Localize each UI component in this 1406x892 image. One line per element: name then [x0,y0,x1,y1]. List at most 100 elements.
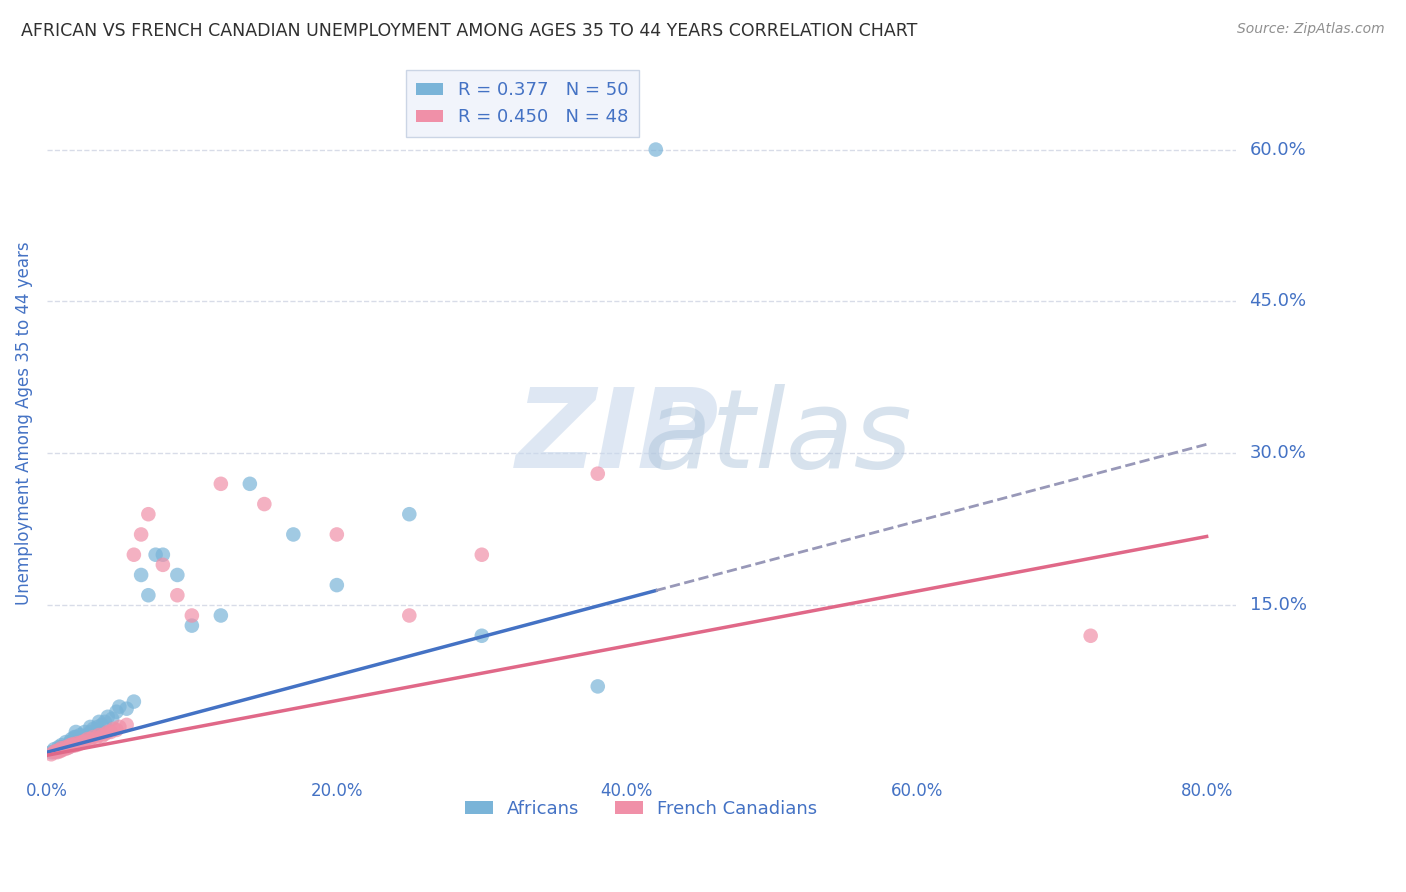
Point [55,740,77,755]
Point [152,558,174,572]
Point [65,735,87,749]
Point [209,608,232,623]
Point [59,735,82,749]
Point [209,476,232,491]
Point [79,720,101,734]
Text: ZIP: ZIP [516,384,720,491]
Point [108,720,131,734]
Point [48,740,70,755]
Point [82,730,104,744]
Point [129,527,152,541]
Point [79,725,101,739]
Point [101,712,124,726]
Text: atlas: atlas [644,384,912,491]
Point [76,732,98,747]
Point [51,742,73,756]
Point [471,548,494,562]
Point [46,744,69,758]
Point [283,527,305,541]
Point [115,701,138,715]
Point [62,737,84,751]
Point [129,568,152,582]
Point [58,740,80,755]
Point [100,725,122,739]
Point [471,629,494,643]
Text: 15.0%: 15.0% [1250,597,1306,615]
Point [115,718,138,732]
Legend: Africans, French Canadians: Africans, French Canadians [458,793,824,825]
Point [65,738,87,752]
Point [87,728,110,742]
Text: 60.0%: 60.0% [1250,141,1306,159]
Point [94,727,117,741]
Point [58,738,80,752]
Point [73,725,96,739]
Point [138,507,160,521]
Point [60,732,83,747]
Point [60,739,83,754]
Point [63,738,86,752]
Point [586,680,609,694]
Point [73,734,96,748]
Point [586,467,609,481]
Point [53,740,76,755]
Point [72,735,94,749]
Point [105,705,128,719]
Point [138,588,160,602]
Point [66,736,89,750]
Point [58,740,80,755]
Text: 45.0%: 45.0% [1250,293,1306,310]
Point [46,745,69,759]
Point [51,740,73,755]
Point [51,738,73,752]
Point [79,732,101,747]
Text: Source: ZipAtlas.com: Source: ZipAtlas.com [1237,22,1385,37]
Point [44,745,66,759]
Point [44,742,66,756]
Point [97,725,120,739]
Point [65,730,87,744]
Point [398,608,420,623]
Text: 30.0%: 30.0% [1250,444,1306,462]
Point [62,738,84,752]
Point [145,548,167,562]
Point [39,747,62,762]
Point [48,743,70,757]
Point [166,588,188,602]
Point [72,730,94,744]
Point [91,729,114,743]
Point [49,744,72,758]
Point [180,618,202,632]
Point [103,722,125,736]
Point [69,728,91,742]
Point [122,695,145,709]
Point [59,738,82,752]
Point [51,741,73,756]
Point [326,578,349,592]
Point [398,507,420,521]
Point [239,476,262,491]
Point [67,737,90,751]
Point [87,714,110,729]
Point [84,731,107,745]
Point [1080,629,1102,643]
Point [63,730,86,744]
Point [105,723,128,737]
Point [55,735,77,749]
Point [644,143,666,157]
Point [45,744,67,758]
Point [82,722,104,736]
Point [152,548,174,562]
Point [70,735,93,749]
Point [122,548,145,562]
Point [326,527,349,541]
Point [91,718,114,732]
Point [51,743,73,757]
Point [108,699,131,714]
Point [97,710,120,724]
Point [166,568,188,582]
Point [180,608,202,623]
Point [65,725,87,739]
Point [76,728,98,742]
Point [53,742,76,756]
